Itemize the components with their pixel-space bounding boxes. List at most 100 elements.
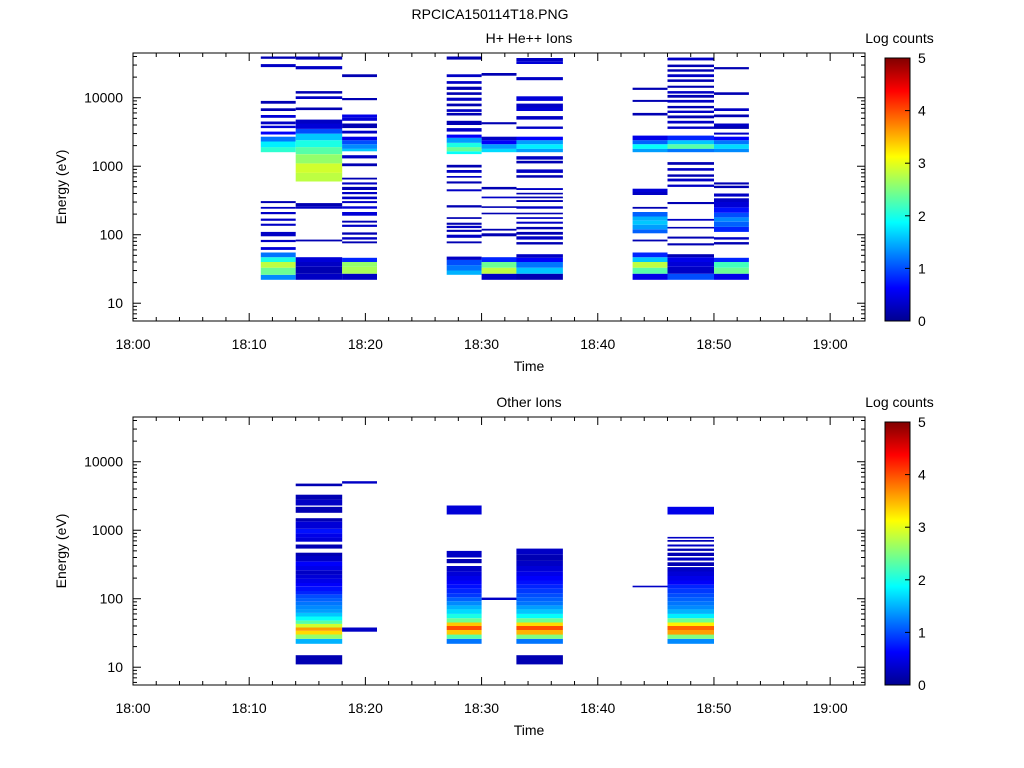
data-cell [481, 212, 517, 215]
data-cell [295, 544, 343, 549]
data-cell [295, 556, 343, 562]
data-cell [342, 201, 377, 204]
data-cell [260, 252, 296, 258]
data-cell [260, 141, 296, 148]
data-cell [632, 144, 668, 149]
data-cell [342, 241, 377, 244]
data-cell [295, 266, 343, 274]
data-cell [667, 626, 714, 630]
data-cell [295, 147, 343, 155]
data-cell [295, 494, 343, 500]
data-cell [667, 580, 714, 585]
data-cell [632, 229, 668, 234]
data-cell [714, 132, 749, 135]
data-cell [342, 74, 377, 78]
data-cell [667, 85, 714, 88]
data-cell [516, 242, 563, 245]
colorbar-tick-label: 2 [918, 208, 926, 224]
data-cell [667, 536, 714, 539]
data-cell [667, 593, 714, 598]
data-cell [342, 155, 377, 159]
data-cell [446, 205, 482, 208]
data-cell [295, 582, 343, 587]
data-cell [516, 200, 563, 202]
data-cell [295, 273, 343, 280]
data-cell [632, 216, 668, 221]
data-cell [260, 218, 296, 221]
data-cell [667, 557, 714, 561]
colorbar-label: Log counts [865, 394, 934, 410]
data-cell [446, 229, 482, 232]
data-cell [481, 122, 517, 125]
data-cell [446, 550, 482, 558]
data-cell [260, 147, 296, 153]
data-cell [516, 618, 563, 623]
data-cell [667, 597, 714, 602]
data-cell [295, 620, 343, 624]
data-cell [667, 638, 714, 644]
y-tick-label: 10 [107, 295, 123, 311]
data-cell [446, 222, 482, 225]
data-cell [516, 192, 563, 195]
data-cell [667, 548, 714, 551]
spectrogram-data [295, 481, 714, 665]
data-cell [446, 626, 482, 630]
data-cell [516, 571, 563, 576]
data-cell [295, 56, 343, 60]
data-cell [446, 170, 482, 173]
data-cell [516, 584, 563, 589]
data-cell [295, 612, 343, 617]
data-cell [342, 481, 377, 484]
data-cell [632, 267, 668, 274]
data-cell [295, 566, 343, 571]
data-cell [516, 554, 563, 561]
data-cell [342, 192, 377, 195]
data-cell [714, 193, 749, 197]
data-cell [667, 110, 714, 113]
colorbar-tick-label: 0 [918, 677, 926, 693]
data-cell [342, 237, 377, 240]
data-cell [295, 561, 343, 567]
data-cell [342, 182, 377, 185]
data-cell [516, 107, 563, 111]
data-cell [295, 172, 343, 182]
data-cell [714, 242, 749, 245]
data-cell [516, 566, 563, 572]
data-cell [481, 262, 517, 268]
data-cell [446, 634, 482, 639]
data-cell [446, 601, 482, 606]
colorbar-gradient [884, 57, 911, 322]
y-tick-label: 1000 [92, 522, 123, 538]
data-cell [516, 148, 563, 153]
data-cell [260, 247, 296, 250]
data-cell [516, 188, 563, 190]
data-cell [516, 156, 563, 160]
y-tick-label: 100 [100, 591, 124, 607]
data-cell [516, 61, 563, 64]
data-cell [667, 262, 714, 267]
data-cell [446, 217, 482, 219]
data-cell [342, 220, 377, 223]
data-cell [446, 134, 482, 138]
data-cell [342, 273, 377, 280]
data-cell [342, 212, 377, 216]
colorbar-tick-label: 0 [918, 313, 926, 329]
data-cell [667, 94, 714, 98]
data-cell [516, 196, 563, 199]
data-cell [446, 566, 482, 572]
data-cell [446, 81, 482, 84]
data-cell [714, 114, 749, 118]
x-axis-label: Time [514, 358, 545, 374]
data-cell [714, 123, 749, 127]
data-cell [295, 506, 343, 513]
data-cell [295, 206, 343, 209]
data-cell [446, 142, 482, 148]
data-cell [714, 273, 749, 280]
data-cell [295, 601, 343, 606]
data-cell [446, 181, 482, 184]
x-tick-label: 18:30 [464, 700, 499, 716]
data-cell [667, 168, 714, 171]
data-cell [714, 257, 749, 262]
data-cell [295, 586, 343, 591]
colorbar: Log counts 0 1 2 3 4 5 [865, 30, 934, 329]
